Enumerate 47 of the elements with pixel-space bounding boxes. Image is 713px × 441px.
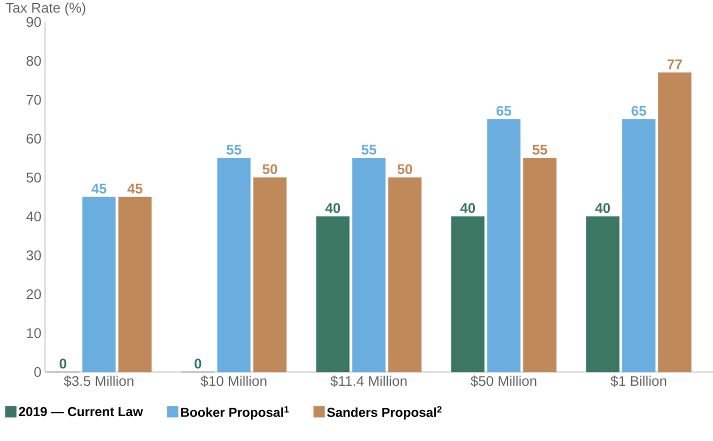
y-tick-label: 40 [26,212,41,222]
bar [118,196,152,372]
x-tick-label: $11.4 Million [330,376,407,387]
bar [523,158,556,372]
bar [253,177,287,372]
bar [586,216,620,372]
y-tick-label: 50 [26,172,41,182]
legend-label: Booker Proposal$^{1}$ [181,406,289,420]
bar [388,177,422,372]
bar [487,119,520,372]
bar [82,196,116,372]
data-label: 77 [668,59,682,70]
data-label: 55 [362,144,376,155]
legend-label: Sanders Proposal$^{2}$ [327,406,442,420]
y-axis-title: Tax Rate (%) [6,2,86,16]
y-tick-label: 0 [34,367,41,377]
data-label: 55 [532,144,548,155]
x-tick-label: $10 Million [200,376,266,387]
data-label: 40 [460,203,476,213]
data-label: 0 [60,358,66,369]
bar [622,119,656,372]
bar [316,216,350,372]
data-label: 45 [127,184,142,194]
data-label: 50 [398,164,412,174]
y-tick-label: 10 [27,328,41,338]
x-tick-label: $1 Billion [610,376,666,387]
data-label: 45 [91,184,106,194]
bar [658,72,692,372]
data-label: 50 [262,164,278,174]
data-label: 40 [595,203,610,213]
y-tick-label: 60 [26,134,41,144]
data-label: 65 [632,106,646,116]
y-tick-label: 80 [26,56,41,66]
y-tick-label: 30 [26,250,41,260]
bar [451,216,484,372]
x-tick-label: $3.5 Million [64,376,134,387]
data-label: 65 [496,106,512,116]
data-label: 40 [325,203,340,213]
y-tick-label: 70 [26,94,41,105]
legend-label: 2019 — Current Law [18,406,143,416]
y-tick-label: 90 [26,17,41,27]
y-tick-label: 20 [26,289,41,300]
x-tick-label: $50 Million [470,376,536,387]
data-label: 55 [226,144,242,155]
data-label: 0 [194,358,202,369]
bar [217,158,251,372]
bar [352,158,386,372]
